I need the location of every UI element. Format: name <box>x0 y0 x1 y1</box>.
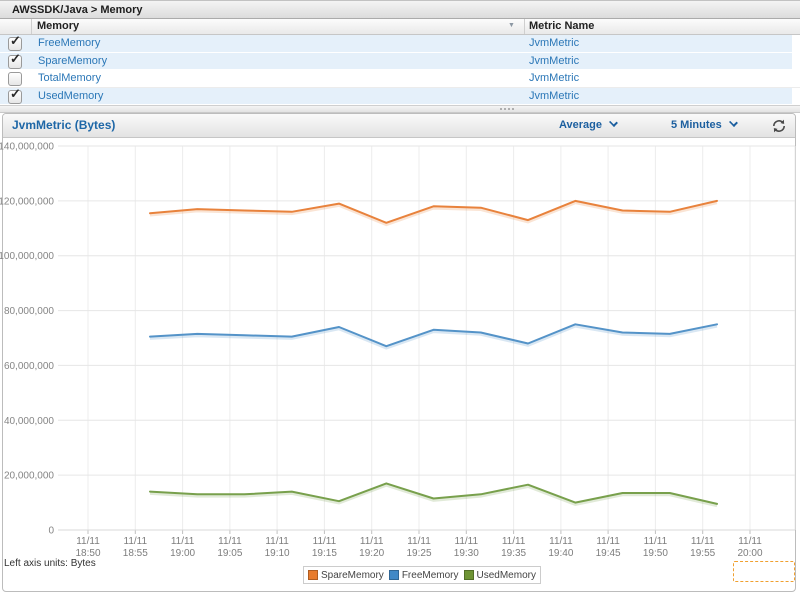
svg-text:19:00: 19:00 <box>170 548 195 559</box>
svg-text:11/11: 11/11 <box>502 536 526 547</box>
table-row[interactable]: TotalMemory JvmMetric <box>0 70 800 88</box>
svg-text:11/11: 11/11 <box>124 536 148 547</box>
legend-swatch <box>388 570 399 580</box>
svg-text:11/11: 11/11 <box>691 536 715 547</box>
checkmark-icon <box>10 85 24 99</box>
svg-text:20,000,000: 20,000,000 <box>4 471 54 482</box>
metric-dimension-link[interactable]: TotalMemory <box>38 72 101 84</box>
svg-text:11/11: 11/11 <box>407 536 431 547</box>
column-divider <box>31 19 32 34</box>
svg-text:120,000,000: 120,000,000 <box>0 196 54 207</box>
svg-text:140,000,000: 140,000,000 <box>0 142 54 153</box>
svg-text:18:50: 18:50 <box>75 548 100 559</box>
checkmark-icon <box>10 32 24 46</box>
svg-text:19:50: 19:50 <box>643 548 668 559</box>
svg-text:80,000,000: 80,000,000 <box>4 306 54 317</box>
metric-dimension-link[interactable]: FreeMemory <box>38 37 101 49</box>
svg-text:19:55: 19:55 <box>690 548 715 559</box>
svg-text:11/11: 11/11 <box>644 536 668 547</box>
checkmark-icon <box>10 50 24 64</box>
column-header-memory[interactable]: Memory <box>37 20 80 32</box>
breadcrumb-bar: AWSSDK/Java > Memory <box>0 0 800 19</box>
svg-text:11/11: 11/11 <box>738 536 762 547</box>
annotation-dashed-box[interactable] <box>733 561 795 582</box>
breadcrumb: AWSSDK/Java > Memory <box>12 4 143 16</box>
svg-text:19:45: 19:45 <box>596 548 621 559</box>
legend-item[interactable]: UsedMemory <box>463 570 536 581</box>
table-resize-splitter[interactable] <box>0 105 800 113</box>
svg-text:19:05: 19:05 <box>217 548 242 559</box>
metric-name-link[interactable]: JvmMetric <box>529 72 580 84</box>
svg-text:60,000,000: 60,000,000 <box>4 361 54 372</box>
table-row[interactable]: SpareMemory JvmMetric <box>0 52 800 70</box>
svg-text:40,000,000: 40,000,000 <box>4 416 54 427</box>
legend-item[interactable]: FreeMemory <box>388 570 459 581</box>
left-axis-units-label: Left axis units: Bytes <box>4 558 96 569</box>
svg-text:19:40: 19:40 <box>548 548 573 559</box>
refresh-icon[interactable] <box>771 118 787 134</box>
chart-panel: JvmMetric (Bytes) Average 5 Minutes <box>2 113 796 592</box>
metric-dimension-link[interactable]: SpareMemory <box>38 54 108 67</box>
svg-text:11/11: 11/11 <box>596 536 620 547</box>
metric-name-link[interactable]: JvmMetric <box>529 54 580 67</box>
svg-text:20:00: 20:00 <box>737 548 762 559</box>
grip-dots-icon <box>500 108 502 110</box>
column-header-metric-name[interactable]: Metric Name <box>529 20 595 32</box>
svg-text:11/11: 11/11 <box>455 536 479 547</box>
svg-text:19:25: 19:25 <box>406 548 431 559</box>
svg-text:11/11: 11/11 <box>360 536 384 547</box>
metric-name-link[interactable]: JvmMetric <box>529 89 580 102</box>
svg-text:0: 0 <box>48 526 54 537</box>
svg-text:19:30: 19:30 <box>454 548 479 559</box>
statistic-dropdown[interactable]: Average <box>559 118 618 131</box>
table-header: Memory ▼ Metric Name <box>0 19 800 35</box>
svg-text:11/11: 11/11 <box>313 536 337 547</box>
row-checkbox[interactable] <box>8 89 22 104</box>
svg-text:11/11: 11/11 <box>171 536 195 547</box>
legend-item[interactable]: SpareMemory <box>308 570 384 581</box>
svg-text:19:35: 19:35 <box>501 548 526 559</box>
line-chart[interactable]: 11/1118:5011/1118:5511/1119:0011/1119:05… <box>0 137 800 560</box>
svg-text:11/11: 11/11 <box>76 536 100 547</box>
svg-text:18:55: 18:55 <box>123 548 148 559</box>
legend-swatch <box>463 570 474 580</box>
metric-dimension-link[interactable]: UsedMemory <box>38 89 104 102</box>
chart-title: JvmMetric (Bytes) <box>12 118 116 132</box>
svg-text:11/11: 11/11 <box>549 536 573 547</box>
chevron-down-icon <box>728 118 738 127</box>
row-checkbox[interactable] <box>8 54 22 69</box>
svg-text:19:10: 19:10 <box>265 548 290 559</box>
svg-text:11/11: 11/11 <box>265 536 289 547</box>
svg-text:19:15: 19:15 <box>312 548 337 559</box>
chart-panel-header: JvmMetric (Bytes) Average 5 Minutes <box>3 114 795 138</box>
legend-swatch <box>308 570 318 580</box>
svg-text:11/11: 11/11 <box>218 536 242 547</box>
chevron-down-icon <box>609 118 618 127</box>
table-row[interactable]: UsedMemory JvmMetric <box>0 87 800 105</box>
svg-text:19:20: 19:20 <box>359 548 384 559</box>
sort-indicator-icon[interactable]: ▼ <box>508 22 515 29</box>
column-divider <box>524 19 525 34</box>
svg-text:100,000,000: 100,000,000 <box>0 251 54 262</box>
metrics-table: FreeMemory JvmMetric SpareMemory JvmMetr… <box>0 35 800 105</box>
period-dropdown[interactable]: 5 Minutes <box>671 118 738 131</box>
chart-legend: SpareMemory FreeMemory UsedMemory <box>303 566 541 584</box>
metric-name-link[interactable]: JvmMetric <box>529 37 580 49</box>
table-row[interactable]: FreeMemory JvmMetric <box>0 35 800 53</box>
